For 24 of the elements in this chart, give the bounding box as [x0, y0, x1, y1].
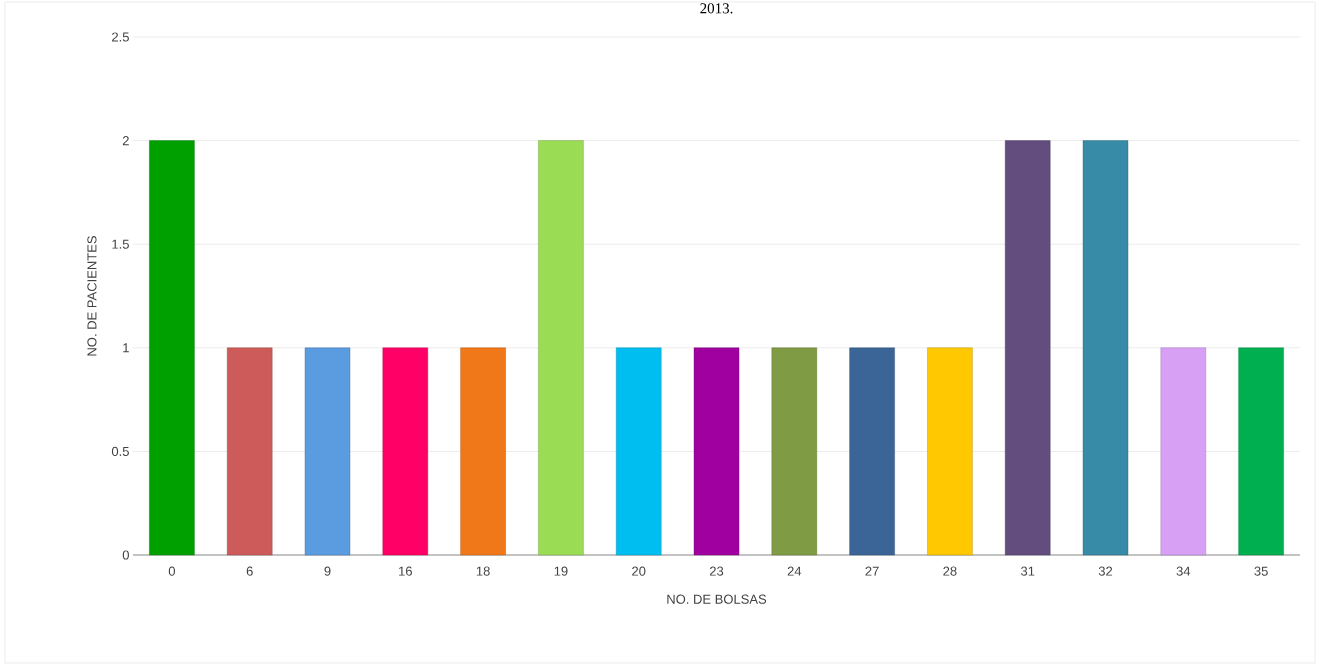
- x-tick-label: 34: [1176, 566, 1191, 576]
- x-tick-label: 20: [632, 566, 646, 576]
- x-tick-label: 32: [1098, 566, 1113, 576]
- x-tick-label: 19: [554, 566, 568, 576]
- x-tick-label: 16: [399, 566, 412, 576]
- y-tick-label: 1: [123, 343, 129, 353]
- chart-title: 2013.: [700, 3, 733, 14]
- x-axis-title: NO. DE BOLSAS: [667, 594, 767, 604]
- x-tick-label: 9: [324, 566, 331, 576]
- x-tick-label: 6: [246, 566, 253, 576]
- y-tick-label: 0: [122, 550, 129, 560]
- x-tick-label: 24: [787, 566, 802, 576]
- x-tick-label: 27: [865, 566, 879, 576]
- x-tick-label: 35: [1254, 566, 1268, 576]
- x-tick-label: 0: [168, 566, 176, 576]
- x-tick-label: 28: [943, 566, 957, 576]
- y-tick-label: 1.5: [112, 239, 129, 249]
- x-tick-label: 18: [476, 566, 490, 576]
- y-tick-label: 2.5: [112, 32, 129, 42]
- y-tick-label: 2: [122, 136, 129, 146]
- y-axis-title: NO. DE PACIENTES: [87, 236, 97, 356]
- y-tick-label: 0.5: [111, 446, 129, 456]
- x-tick-label: 23: [709, 566, 724, 576]
- x-tick-label: 31: [1020, 566, 1035, 576]
